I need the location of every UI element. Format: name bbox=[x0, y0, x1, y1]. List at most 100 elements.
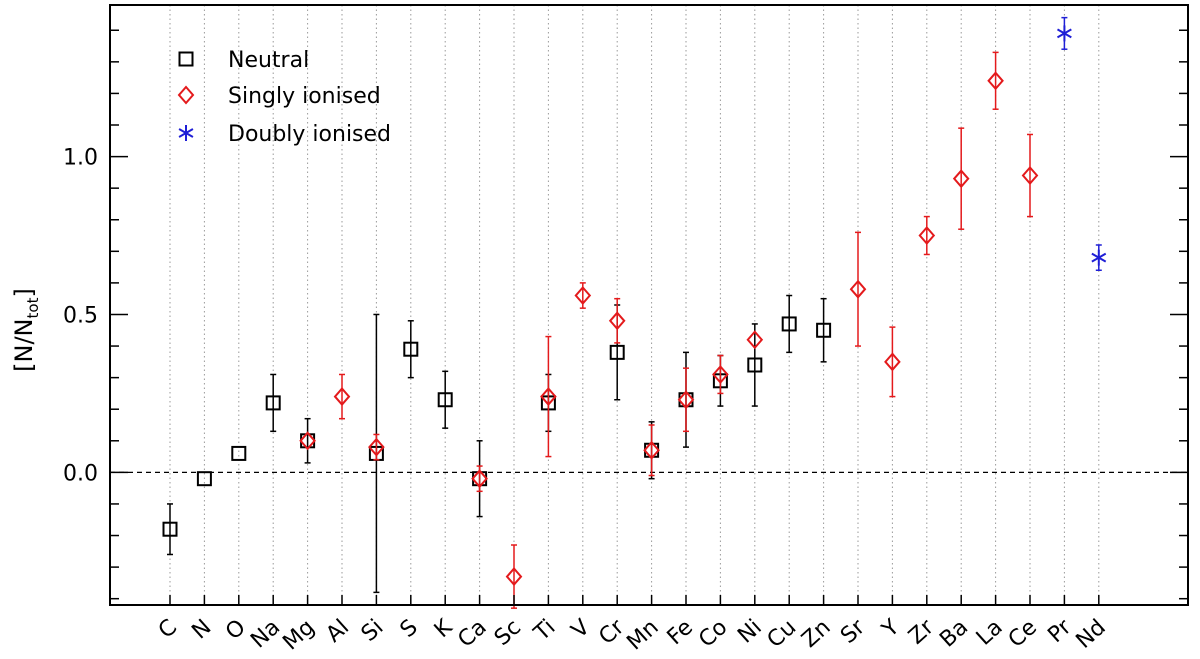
x-label-y: Y bbox=[877, 615, 905, 644]
marker bbox=[816, 322, 832, 338]
legend-label: Doubly ionised bbox=[228, 122, 391, 147]
marker bbox=[677, 390, 695, 410]
legend-item-doubly-ionised: Doubly ionised bbox=[178, 122, 391, 147]
series-neutral bbox=[162, 294, 832, 594]
marker-square bbox=[231, 445, 247, 461]
marker bbox=[952, 169, 970, 189]
legend: Neutral Singly ionised Doubly ionised bbox=[177, 48, 391, 147]
marker bbox=[162, 521, 178, 537]
data-point-zr bbox=[918, 215, 936, 256]
x-label-cr: Cr bbox=[594, 614, 630, 650]
data-point-fe bbox=[677, 367, 695, 433]
data-point-y bbox=[884, 326, 901, 398]
data-point-ba bbox=[952, 127, 970, 230]
legend-marker bbox=[177, 85, 195, 105]
legend-item-singly-ionised: Singly ionised bbox=[177, 84, 381, 109]
x-label-pr: Pr bbox=[1043, 614, 1077, 648]
marker bbox=[196, 471, 212, 487]
y-axis-ticks: 0.0 0.5 1.0 bbox=[63, 29, 1188, 600]
data-point-mg bbox=[300, 417, 316, 464]
marker-diamond bbox=[987, 71, 1004, 91]
x-label-ca: Ca bbox=[453, 615, 491, 653]
marker-square bbox=[437, 392, 453, 408]
marker-diamond bbox=[677, 390, 695, 410]
marker-square bbox=[747, 357, 763, 373]
y-tick-label: 1.0 bbox=[63, 146, 98, 171]
marker bbox=[746, 330, 764, 350]
data-point-c bbox=[162, 503, 178, 556]
marker bbox=[987, 71, 1004, 91]
data-point-ca bbox=[471, 465, 488, 493]
series-doubly-ionised bbox=[1056, 16, 1107, 272]
y-tick-label: 0.0 bbox=[63, 461, 98, 486]
marker-square bbox=[178, 51, 194, 67]
marker-asterisk-stroke bbox=[1056, 28, 1072, 39]
marker bbox=[333, 387, 351, 407]
x-label-cu: Cu bbox=[763, 615, 802, 653]
data-point-n bbox=[196, 471, 212, 487]
plot-frame bbox=[109, 4, 1189, 606]
x-label-sr: Sr bbox=[836, 614, 871, 649]
x-label-n: N bbox=[187, 615, 216, 645]
x-label-la: La bbox=[972, 615, 1008, 651]
marker bbox=[437, 392, 453, 408]
marker-diamond bbox=[471, 469, 488, 489]
legend-label: Singly ionised bbox=[228, 84, 381, 109]
marker bbox=[1021, 166, 1039, 186]
marker bbox=[884, 352, 901, 372]
x-label-zn: Zn bbox=[797, 615, 835, 653]
data-point-v bbox=[574, 282, 592, 309]
marker-diamond bbox=[299, 431, 316, 451]
data-point-ce bbox=[1021, 133, 1039, 218]
legend-label: Neutral bbox=[228, 48, 309, 73]
legend-item-neutral: Neutral bbox=[178, 48, 309, 73]
y-tick-label: 0.5 bbox=[63, 303, 98, 328]
data-series bbox=[162, 16, 1107, 609]
marker-square bbox=[162, 521, 178, 537]
x-label-c: C bbox=[154, 615, 182, 644]
series-singly-ionised bbox=[299, 51, 1039, 609]
data-point-si bbox=[368, 433, 385, 461]
x-label-mg: Mg bbox=[278, 615, 319, 656]
marker-diamond bbox=[1021, 166, 1039, 186]
x-label-ba: Ba bbox=[935, 615, 973, 653]
data-point-la bbox=[987, 51, 1004, 110]
data-point-ti bbox=[540, 335, 557, 458]
vertical-grid-lines bbox=[169, 5, 1100, 605]
data-point-s bbox=[403, 320, 419, 379]
marker bbox=[1056, 25, 1072, 42]
marker-diamond bbox=[540, 387, 557, 407]
data-point-mg bbox=[299, 431, 316, 451]
marker-square bbox=[816, 322, 832, 338]
marker bbox=[231, 445, 247, 461]
x-label-k: K bbox=[430, 615, 458, 644]
data-point-k bbox=[437, 370, 453, 429]
marker bbox=[471, 469, 488, 489]
data-point-al bbox=[333, 373, 351, 420]
marker-diamond bbox=[643, 440, 660, 460]
marker-diamond bbox=[333, 387, 351, 407]
data-point-cu bbox=[781, 294, 797, 354]
y-axis-label: [N/Ntot] bbox=[10, 288, 42, 372]
marker bbox=[781, 316, 797, 332]
marker-diamond bbox=[952, 169, 970, 189]
marker bbox=[299, 431, 316, 451]
marker bbox=[505, 567, 523, 587]
marker-square bbox=[196, 471, 212, 487]
marker bbox=[574, 286, 592, 306]
marker bbox=[918, 226, 936, 246]
marker-diamond bbox=[849, 279, 867, 299]
marker-diamond bbox=[608, 311, 626, 331]
x-label-o: O bbox=[221, 615, 251, 645]
data-point-nd bbox=[1091, 244, 1107, 272]
marker bbox=[747, 357, 763, 373]
data-point-pr bbox=[1056, 16, 1072, 50]
data-point-cr bbox=[608, 297, 626, 344]
x-label-s: S bbox=[396, 615, 423, 643]
x-label-co: Co bbox=[694, 615, 732, 653]
data-point-ni bbox=[746, 330, 764, 350]
marker-diamond bbox=[368, 437, 385, 457]
marker bbox=[643, 440, 660, 460]
marker-diamond bbox=[574, 286, 592, 306]
